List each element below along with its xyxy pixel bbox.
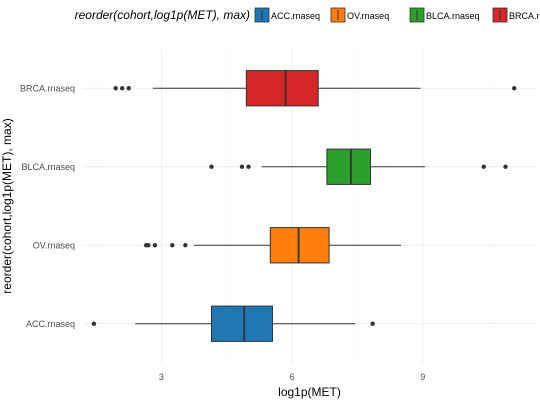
outlier-point — [120, 86, 125, 91]
legend-label: BRCA.rnaseq — [509, 11, 540, 21]
outlier-point — [183, 243, 188, 248]
outlier-point — [481, 164, 486, 169]
y-tick-label: ACC.rnaseq — [26, 319, 75, 329]
box-layer — [91, 70, 517, 342]
outlier-point — [246, 164, 251, 169]
x-tick-labels: 3 6 9 — [159, 372, 425, 382]
legend: reorder(cohort,log1p(MET), max) ACC.rnas… — [75, 7, 540, 23]
outlier-point — [91, 321, 97, 326]
y-tick-labels: ACC.rnaseq OV.rnaseq BLCA.rnaseq BRCA.rnase… — [20, 83, 75, 329]
legend-label: BLCA.rnaseq — [426, 11, 480, 21]
legend-entry: OV.rnaseq — [330, 7, 389, 23]
box-blca-rnaseq — [209, 148, 508, 185]
legend-entry: BLCA.rnaseq — [409, 7, 480, 23]
x-tick-label: 9 — [420, 372, 425, 382]
x-tick-label: 6 — [290, 372, 295, 382]
y-tick-label: BRCA.rnaseq — [20, 83, 75, 93]
legend-items: ACC.rnaseq OV.rnaseq BLCA.rnaseq BRCA.rnase… — [254, 7, 540, 23]
outlier-point — [113, 86, 118, 91]
outlier-point — [126, 86, 131, 91]
outlier-point — [152, 243, 158, 248]
iqr-box — [210, 305, 273, 342]
box-acc-rnaseq — [91, 305, 375, 342]
legend-entry: ACC.rnaseq — [254, 7, 320, 23]
outlier-point — [503, 164, 508, 169]
iqr-box — [245, 70, 319, 107]
legend-entry: BRCA.rnaseq — [492, 7, 540, 23]
outlier-point — [209, 164, 214, 169]
x-axis-title: log1p(MET) — [278, 385, 341, 399]
box-ov-rnaseq — [143, 227, 401, 264]
outlier-point — [370, 321, 375, 326]
legend-label: ACC.rnaseq — [271, 11, 320, 21]
iqr-box — [269, 227, 330, 264]
outlier-point — [146, 243, 151, 248]
legend-label: OV.rnaseq — [347, 11, 389, 21]
y-tick-label: OV.rnaseq — [33, 240, 75, 250]
legend-title: reorder(cohort,log1p(MET), max) — [75, 8, 250, 22]
y-axis-title: reorder(cohort,log1p(MET), max) — [0, 118, 14, 293]
x-tick-label: 3 — [159, 372, 164, 382]
box-brca-rnaseq — [113, 70, 517, 107]
outlier-point — [170, 243, 175, 248]
outlier-point — [512, 86, 517, 91]
outlier-point — [239, 164, 245, 169]
y-tick-label: BLCA.rnaseq — [21, 162, 75, 172]
iqr-box — [326, 148, 371, 185]
